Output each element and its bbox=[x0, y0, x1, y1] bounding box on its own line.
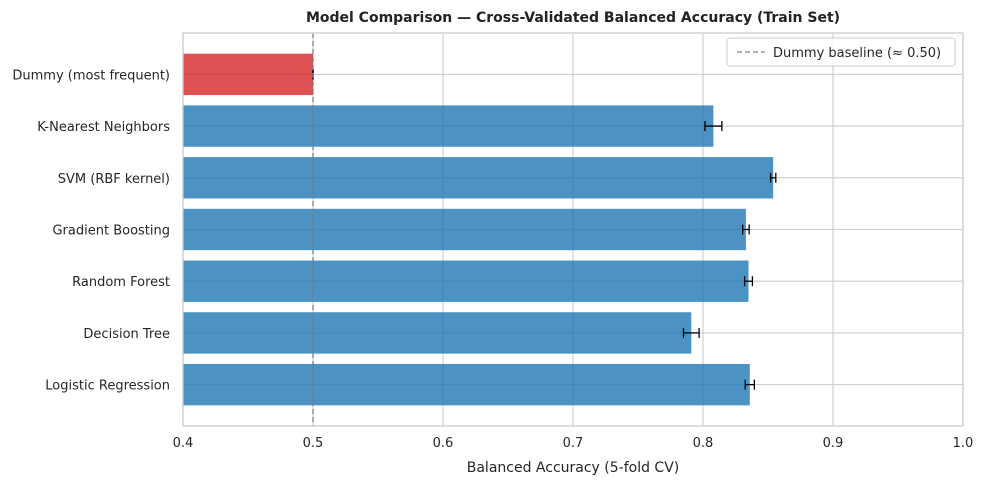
y-tick-label: Gradient Boosting bbox=[52, 224, 170, 239]
x-tick-label: 0.8 bbox=[693, 436, 714, 451]
bar bbox=[183, 363, 750, 406]
bar bbox=[183, 53, 313, 96]
x-tick-label: 0.4 bbox=[173, 436, 194, 451]
y-tick-label: SVM (RBF kernel) bbox=[58, 172, 170, 187]
y-tick-label: Dummy (most frequent) bbox=[12, 68, 170, 83]
x-tick-label: 0.7 bbox=[563, 436, 584, 451]
y-tick-label: Random Forest bbox=[72, 275, 170, 290]
y-tick-label: Logistic Regression bbox=[45, 379, 170, 394]
legend-entry: Dummy baseline (≈ 0.50) bbox=[773, 46, 941, 61]
plot-frame bbox=[182, 32, 964, 427]
y-tick-label: Decision Tree bbox=[83, 327, 170, 342]
y-tick-label: K-Nearest Neighbors bbox=[37, 120, 170, 135]
chart-title: Model Comparison — Cross-Validated Balan… bbox=[306, 10, 840, 26]
bar bbox=[183, 208, 746, 251]
bar bbox=[183, 260, 749, 302]
bar bbox=[183, 105, 714, 147]
x-tick-label: 0.6 bbox=[433, 436, 454, 451]
plot-area: Dummy (most frequent) K-Nearest Neighbors… bbox=[12, 32, 974, 451]
bar bbox=[183, 312, 692, 354]
legend-box bbox=[726, 37, 956, 67]
x-axis-label: Balanced Accuracy (5-fold CV) bbox=[467, 460, 680, 476]
bar bbox=[183, 157, 774, 199]
x-tick-label: 0.5 bbox=[303, 436, 324, 451]
x-tick-label: 1.0 bbox=[953, 436, 974, 451]
x-tick-label: 0.9 bbox=[823, 436, 844, 451]
